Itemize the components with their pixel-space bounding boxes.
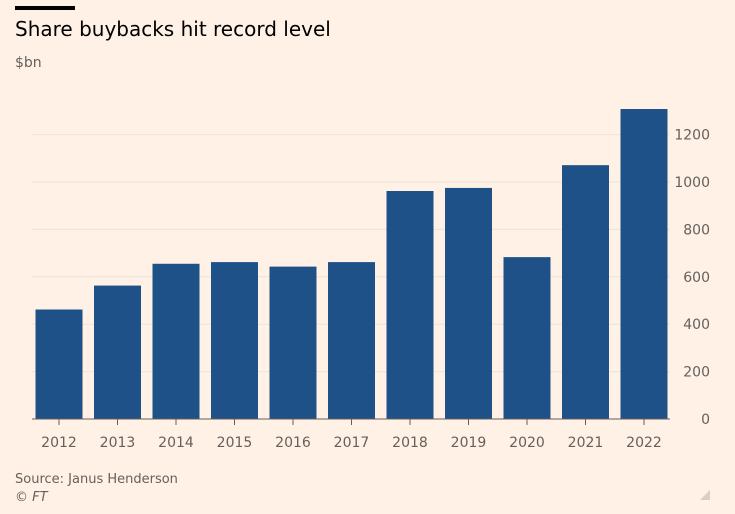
- y-tick-label: 0: [701, 412, 710, 428]
- y-tick-label: 800: [683, 222, 710, 238]
- top-rule: [15, 6, 75, 10]
- x-tick-label: 2021: [568, 435, 604, 451]
- bar-2019: [445, 187, 492, 419]
- x-tick-label: 2012: [41, 435, 77, 451]
- y-tick-label: 1200: [674, 128, 710, 144]
- x-tick-label: 2015: [217, 435, 253, 451]
- y-tick-label: 200: [683, 365, 710, 381]
- x-tick-label: 2018: [392, 435, 428, 451]
- bar-2012: [35, 309, 83, 419]
- x-tick-label: 2017: [334, 435, 370, 451]
- x-tick-label: 2013: [100, 435, 136, 451]
- ft-credit: © FT: [15, 490, 48, 505]
- x-tick-label: 2022: [626, 435, 662, 451]
- x-tick-label: 2019: [451, 435, 487, 451]
- bar-2021: [562, 165, 609, 419]
- bar-2015: [211, 262, 258, 419]
- y-tick-label: 1000: [674, 175, 710, 191]
- x-tick-label: 2020: [509, 435, 545, 451]
- unit-label: $bn: [15, 55, 42, 71]
- bar-2017: [328, 262, 375, 419]
- y-tick-label: 600: [683, 270, 710, 286]
- bar-2016: [269, 266, 317, 419]
- bar-2013: [94, 285, 141, 419]
- x-tick-label: 2014: [158, 435, 194, 451]
- y-tick-label: 400: [683, 317, 710, 333]
- x-tick-label: 2016: [275, 435, 311, 451]
- bar-2022: [620, 109, 668, 419]
- chart-title: Share buybacks hit record level: [15, 17, 331, 41]
- source-note: Source: Janus Henderson: [15, 472, 178, 487]
- bar-2020: [503, 257, 551, 419]
- bar-2018: [386, 191, 434, 419]
- bar-2014: [152, 263, 200, 419]
- resize-corner-icon: [700, 490, 710, 500]
